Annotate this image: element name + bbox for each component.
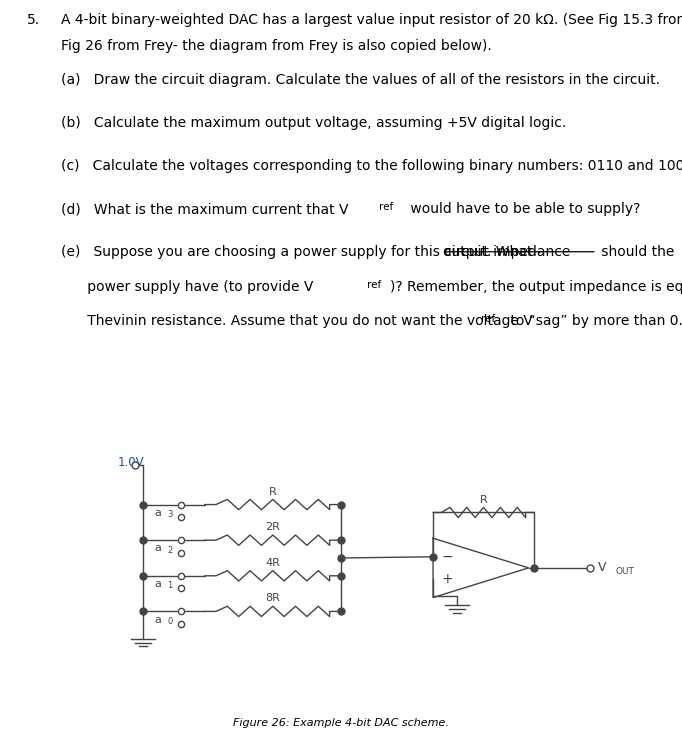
Text: 1: 1 <box>167 581 173 591</box>
Text: 5.: 5. <box>27 13 40 27</box>
Text: 4R: 4R <box>265 558 280 568</box>
Text: output impedance: output impedance <box>443 246 570 259</box>
Text: (b)   Calculate the maximum output voltage, assuming +5V digital logic.: (b) Calculate the maximum output voltage… <box>61 116 567 130</box>
Text: (e)   Suppose you are choosing a power supply for this circuit. What: (e) Suppose you are choosing a power sup… <box>61 246 537 259</box>
Text: a: a <box>155 543 162 554</box>
Text: )? Remember, the output impedance is equivalent to the: )? Remember, the output impedance is equ… <box>390 280 682 294</box>
Text: R: R <box>269 487 277 496</box>
Text: 0: 0 <box>167 617 173 626</box>
Text: A 4-bit binary-weighted DAC has a largest value input resistor of 20 kΩ. (See Fi: A 4-bit binary-weighted DAC has a larges… <box>61 13 682 27</box>
Text: 1.0V: 1.0V <box>117 456 144 469</box>
Text: Thevinin resistance. Assume that you do not want the voltage V: Thevinin resistance. Assume that you do … <box>61 314 533 328</box>
Text: Fig 26 from Frey- the diagram from Frey is also copied below).: Fig 26 from Frey- the diagram from Frey … <box>61 39 492 53</box>
Text: R: R <box>479 495 488 505</box>
Text: ref: ref <box>379 203 393 212</box>
Text: V: V <box>598 561 606 574</box>
Text: a: a <box>155 614 162 625</box>
Text: would have to be able to supply?: would have to be able to supply? <box>406 203 640 216</box>
Text: 2R: 2R <box>265 522 280 532</box>
Text: Figure 26: Example 4-bit DAC scheme.: Figure 26: Example 4-bit DAC scheme. <box>233 718 449 728</box>
Text: (c)   Calculate the voltages corresponding to the following binary numbers: 0110: (c) Calculate the voltages corresponding… <box>61 160 682 173</box>
Text: a: a <box>155 579 162 589</box>
Text: 3: 3 <box>167 510 173 519</box>
Text: (d)   What is the maximum current that V: (d) What is the maximum current that V <box>61 203 349 216</box>
Text: 8R: 8R <box>265 594 280 603</box>
Text: to “sag” by more than 0.1%.: to “sag” by more than 0.1%. <box>506 314 682 328</box>
Text: +: + <box>441 572 453 586</box>
Text: a: a <box>155 508 162 518</box>
Text: ref: ref <box>367 280 381 289</box>
Text: 2: 2 <box>167 545 173 555</box>
Text: OUT: OUT <box>616 567 635 576</box>
Text: ref: ref <box>481 314 496 324</box>
Text: −: − <box>441 550 453 564</box>
Text: should the: should the <box>597 246 674 259</box>
Text: power supply have (to provide V: power supply have (to provide V <box>61 280 314 294</box>
Text: (a)   Draw the circuit diagram. Calculate the values of all of the resistors in : (a) Draw the circuit diagram. Calculate … <box>61 73 660 87</box>
